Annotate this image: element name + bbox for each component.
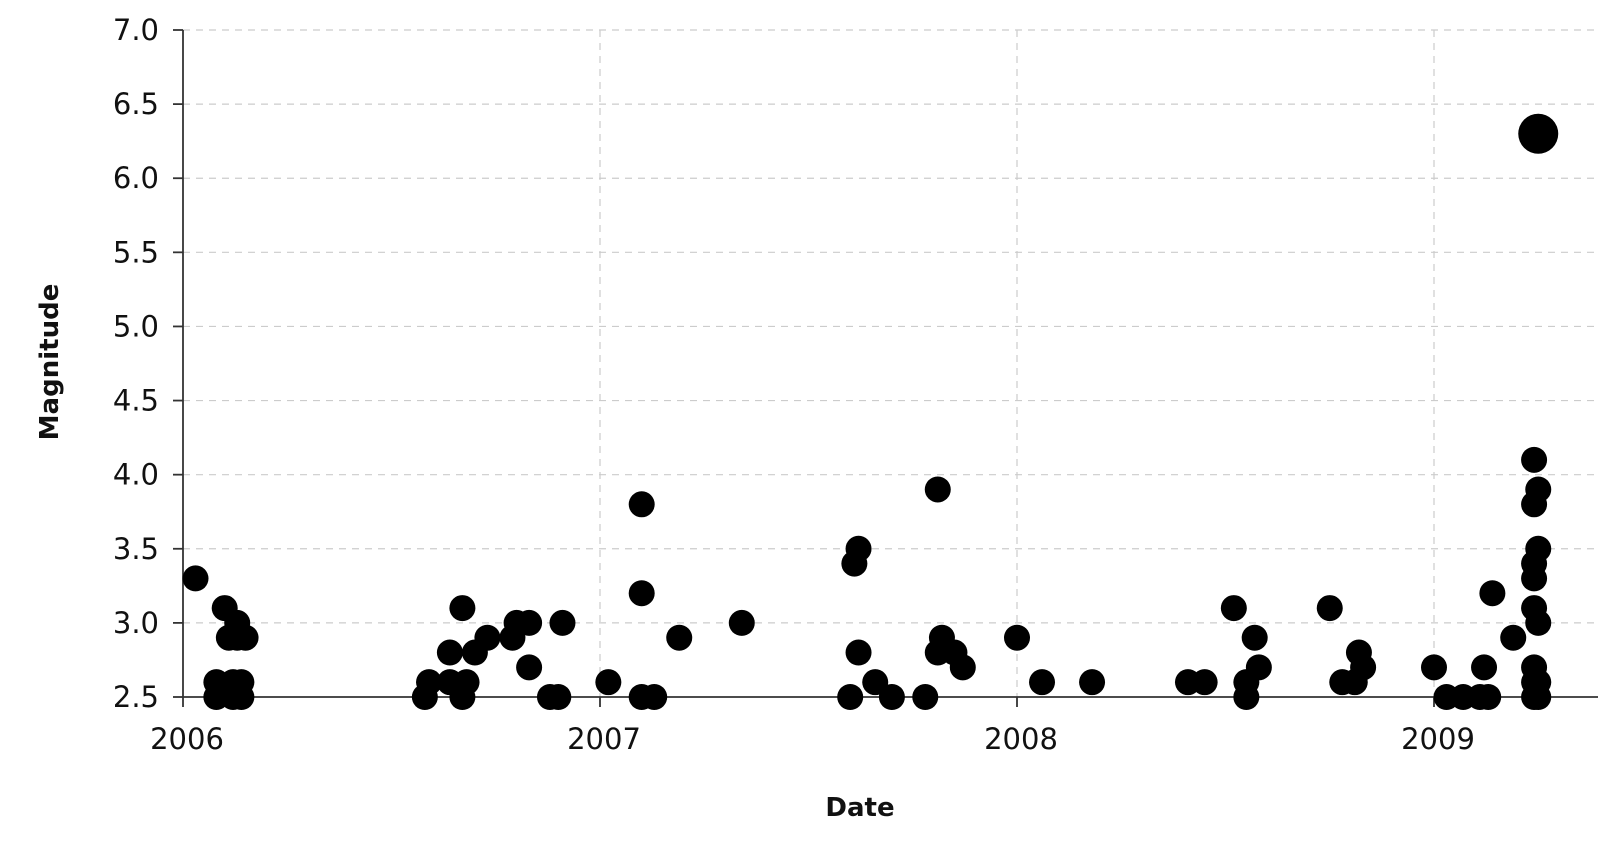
y-tick-label: 4.0 bbox=[113, 458, 159, 492]
data-point bbox=[1245, 654, 1272, 681]
data-point bbox=[1521, 446, 1548, 473]
data-point bbox=[453, 669, 480, 696]
data-point bbox=[1479, 580, 1506, 607]
data-point bbox=[595, 669, 622, 696]
data-point bbox=[449, 595, 476, 622]
data-point bbox=[1525, 609, 1552, 636]
data-point bbox=[837, 684, 864, 710]
y-tick-label: 6.0 bbox=[113, 161, 159, 195]
x-tick-label: 2007 bbox=[567, 722, 641, 756]
data-point bbox=[549, 609, 576, 636]
axes bbox=[173, 29, 1598, 707]
data-point bbox=[641, 684, 668, 710]
y-tick-label: 5.0 bbox=[113, 309, 159, 343]
data-point bbox=[1500, 624, 1527, 651]
x-tick-label: 2009 bbox=[1401, 722, 1475, 756]
data-point bbox=[545, 684, 572, 710]
data-point bbox=[1521, 565, 1548, 592]
data-point bbox=[474, 624, 501, 651]
data-point bbox=[666, 624, 693, 651]
data-point bbox=[1518, 113, 1559, 154]
data-point bbox=[228, 684, 255, 710]
x-axis-title: Date bbox=[825, 793, 894, 823]
data-point bbox=[516, 609, 543, 636]
data-point bbox=[182, 565, 209, 592]
data-point bbox=[949, 654, 976, 681]
data-point bbox=[1421, 654, 1447, 681]
data-point bbox=[1525, 535, 1552, 562]
data-point bbox=[628, 580, 655, 607]
y-tick-label: 6.5 bbox=[113, 87, 159, 121]
data-point bbox=[416, 669, 443, 696]
y-tick-label: 5.5 bbox=[113, 235, 159, 269]
data-point bbox=[1350, 654, 1377, 681]
data-point bbox=[436, 639, 463, 666]
data-point bbox=[924, 476, 951, 503]
data-point bbox=[1525, 684, 1552, 710]
data-point bbox=[232, 624, 259, 651]
y-tick-label: 2.5 bbox=[113, 680, 159, 714]
data-point bbox=[862, 669, 889, 696]
data-point bbox=[845, 639, 872, 666]
data-point bbox=[1475, 684, 1502, 710]
y-tick-label: 3.0 bbox=[113, 606, 159, 640]
data-point bbox=[1004, 624, 1030, 651]
data-point bbox=[1079, 669, 1106, 696]
data-point bbox=[1471, 654, 1498, 681]
data-point bbox=[845, 535, 872, 562]
data-point bbox=[1316, 595, 1343, 622]
data-point bbox=[912, 684, 939, 710]
x-tick-label: 2006 bbox=[150, 722, 224, 756]
data-point bbox=[1029, 669, 1056, 696]
grid-lines bbox=[183, 29, 1598, 697]
data-point bbox=[628, 491, 655, 518]
data-point bbox=[1233, 684, 1260, 710]
data-point bbox=[516, 654, 543, 681]
data-point bbox=[1241, 624, 1268, 651]
data-point bbox=[1191, 669, 1218, 696]
y-tick-label: 7.0 bbox=[113, 13, 159, 47]
tick-labels: 2.5 3.0 3.5 4.0 4.5 5.0 5.5 6.0 6.5 7.0 2006 2007 20… bbox=[113, 13, 1475, 756]
data-point bbox=[728, 609, 755, 636]
data-point bbox=[878, 684, 905, 710]
data-point bbox=[1525, 476, 1552, 503]
data-point bbox=[1220, 595, 1247, 622]
y-tick-label: 4.5 bbox=[113, 384, 159, 418]
data-points bbox=[182, 113, 1559, 710]
y-tick-label: 3.5 bbox=[113, 532, 159, 566]
y-axis-title: Magnitude bbox=[35, 284, 65, 441]
x-tick-label: 2008 bbox=[984, 722, 1058, 756]
